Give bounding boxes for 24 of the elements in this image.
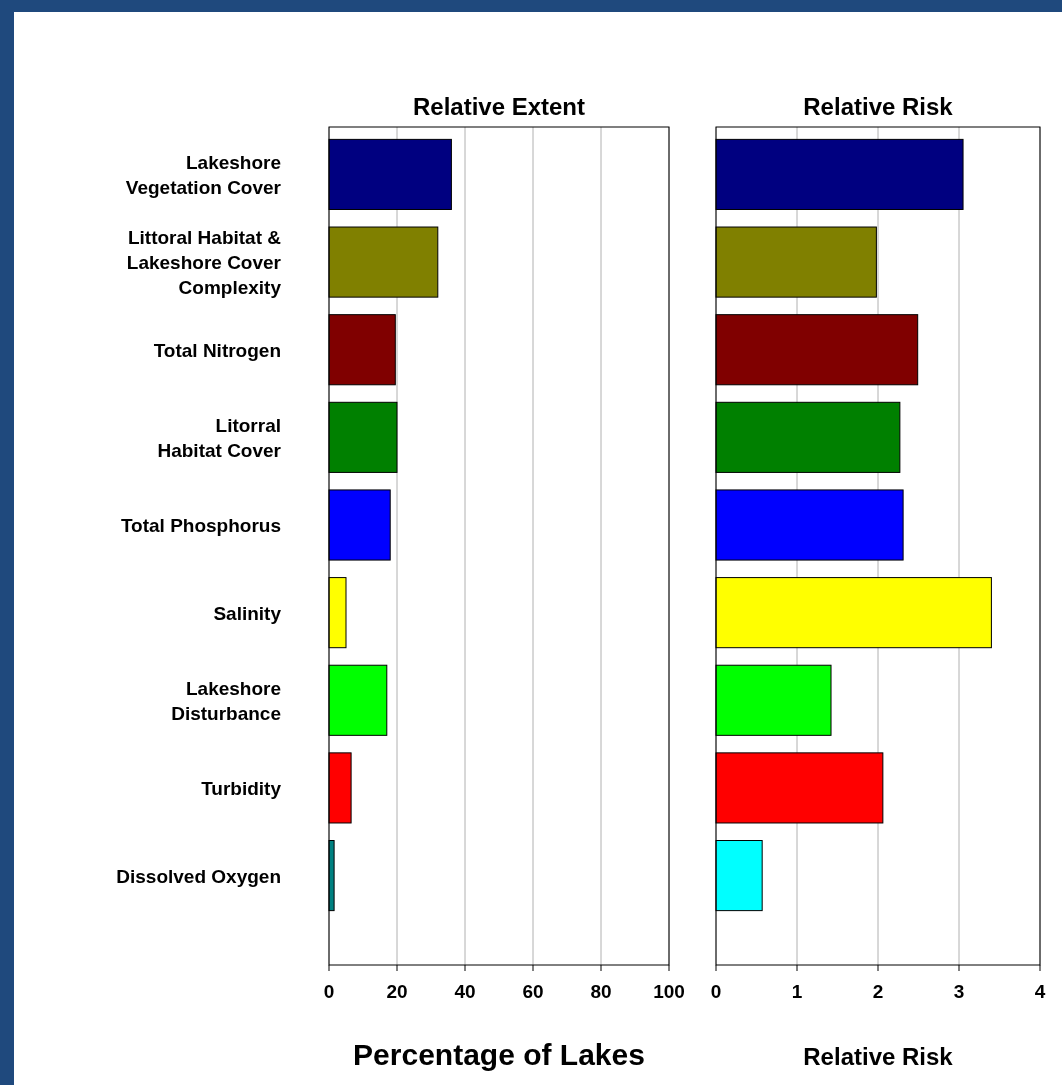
y-tick-label: Dissolved Oxygen bbox=[116, 865, 281, 887]
y-tick-label: Turbidity bbox=[201, 777, 282, 799]
y-tick-label: Lakeshore Vegetation Cover bbox=[125, 151, 282, 198]
chart-title: Relative Risk bbox=[803, 93, 954, 120]
x-tick-label: 100 bbox=[653, 981, 685, 1002]
y-tick-label: Littoral Habitat & Lakeshore Cover Complexity bbox=[126, 226, 282, 298]
y-tick-label: Litorral Habitat Cover bbox=[157, 414, 282, 461]
x-tick-label: 3 bbox=[953, 981, 965, 1002]
x-tick-label: 80 bbox=[590, 981, 612, 1002]
y-tick-label: Total Phosphorus bbox=[120, 514, 281, 536]
chart-title: Relative Extent bbox=[412, 93, 586, 120]
x-tick-label: 4 bbox=[1034, 981, 1046, 1002]
y-tick-label: Total Nitrogen bbox=[153, 339, 281, 361]
x-tick-label: 20 bbox=[386, 981, 408, 1002]
y-tick-label: Salinity bbox=[213, 602, 282, 624]
x-tick-label: 1 bbox=[791, 981, 803, 1002]
y-tick-label: Lakeshore Disturbance bbox=[171, 677, 281, 724]
x-tick-label: 60 bbox=[522, 981, 544, 1002]
x-tick-label: 40 bbox=[454, 981, 476, 1002]
x-tick-label: 0 bbox=[323, 981, 335, 1002]
x-tick-label: 0 bbox=[710, 981, 722, 1002]
x-axis-title: Relative Risk bbox=[803, 1043, 954, 1070]
x-axis-title: Percentage of Lakes bbox=[353, 1038, 645, 1071]
x-tick-label: 2 bbox=[872, 981, 884, 1002]
